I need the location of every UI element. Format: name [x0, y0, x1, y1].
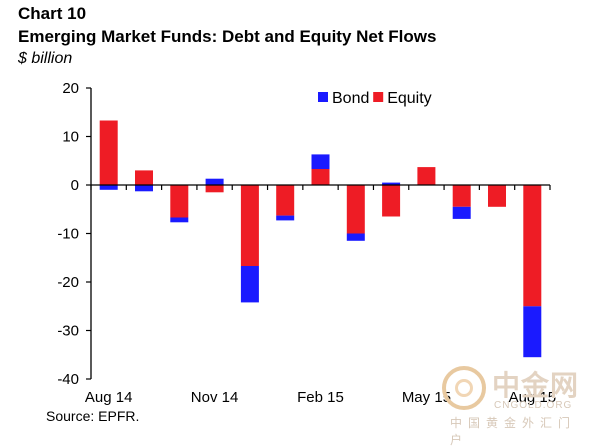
equity-bar-oct-14: [170, 185, 189, 218]
x-tick-label: Aug 15: [509, 389, 557, 406]
equity-bar-sep-14: [135, 170, 153, 185]
x-tick-label: Feb 15: [297, 389, 344, 406]
axes-group: 20 10 0 -10 -20 -30 -40 Aug 14 Nov 14 Feb 15 May 1…: [57, 80, 556, 406]
y-tick-label: 10: [62, 129, 79, 146]
watermark: 中金网 CNGOLD.ORG 中国黄金外汇门户: [442, 360, 592, 447]
bond-legend-label: Bond: [332, 90, 369, 107]
x-tick-label: May 15: [402, 389, 451, 406]
equity-legend-swatch: [373, 92, 384, 102]
y-tick-label: 0: [71, 177, 79, 194]
watermark-text: 中金网: [492, 370, 580, 401]
bond-bar-aug-15: [523, 306, 542, 358]
equity-bar-nov-14: [205, 185, 224, 193]
bond-bar-jun-15: [452, 206, 471, 219]
equity-bar-aug-14: [99, 120, 118, 185]
bond-bar-aug-14: [99, 185, 118, 190]
source-note: Source: EPFR.: [46, 408, 140, 424]
bond-bar-apr-15: [382, 182, 401, 185]
bond-bar-mar-15: [346, 233, 365, 241]
y-tick-label: -10: [57, 226, 79, 243]
equity-bar-jul-15: [488, 185, 506, 207]
x-tick-label: Aug 14: [85, 389, 133, 406]
equity-bar-dec-14: [240, 185, 259, 266]
watermark-subtitle: 中国黄金外汇门户: [450, 416, 577, 447]
y-tick-label: -20: [57, 274, 79, 291]
legend: Bond Equity: [318, 90, 432, 107]
equity-bar-jan-15: [276, 185, 295, 216]
equity-bar-aug-15: [523, 185, 542, 307]
watermark-logo-icon: [442, 366, 486, 410]
bars-group: [99, 120, 542, 358]
y-tick-label: -30: [57, 323, 79, 340]
bond-bar-nov-14: [205, 178, 224, 185]
bond-bar-oct-14: [170, 217, 189, 223]
chart-unit: $ billion: [18, 50, 73, 67]
x-tick-label: Nov 14: [191, 389, 239, 406]
y-tick-label: -40: [57, 371, 79, 388]
equity-bar-apr-15: [382, 185, 401, 217]
bar-chart: 20 10 0 -10 -20 -30 -40 Aug 14 Nov 14 Feb 15 May 1…: [57, 80, 556, 406]
y-tick-label: 20: [62, 80, 79, 97]
equity-bar-may-15: [417, 167, 436, 185]
bond-bar-dec-14: [240, 266, 259, 303]
equity-bar-jun-15: [452, 185, 471, 207]
chart-title: Emerging Market Funds: Debt and Equity N…: [18, 27, 437, 46]
watermark-url: CNGOLD.ORG: [494, 400, 573, 411]
equity-legend-label: Equity: [387, 90, 431, 107]
bond-legend-swatch: [318, 92, 328, 102]
chart-number: Chart 10: [18, 4, 87, 23]
equity-bar-mar-15: [346, 185, 365, 234]
bond-bar-sep-14: [135, 185, 153, 192]
bond-bar-jan-15: [276, 215, 295, 221]
bond-bar-feb-15: [311, 154, 330, 169]
equity-bar-feb-15: [311, 169, 330, 185]
